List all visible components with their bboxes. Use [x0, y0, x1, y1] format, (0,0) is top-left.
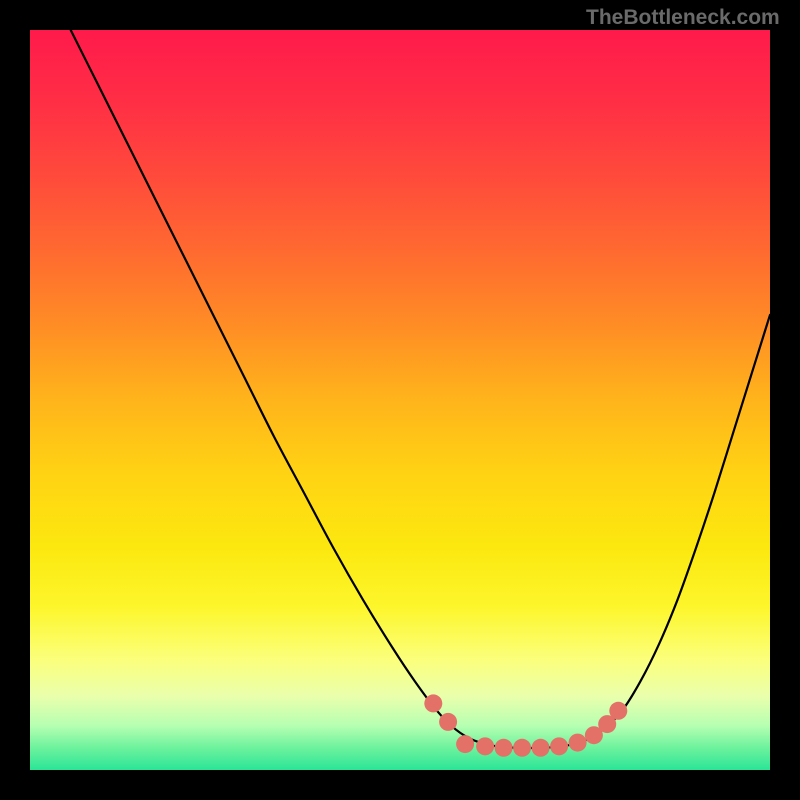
- marker-dot: [456, 735, 474, 753]
- marker-dot: [424, 694, 442, 712]
- watermark-text: TheBottleneck.com: [586, 6, 780, 30]
- marker-dot: [532, 739, 550, 757]
- chart-svg: [30, 30, 770, 770]
- marker-dot: [609, 702, 627, 720]
- marker-dot: [495, 739, 513, 757]
- marker-dot: [550, 737, 568, 755]
- marker-dot: [569, 734, 587, 752]
- marker-dot: [513, 739, 531, 757]
- chart-container: TheBottleneck.com: [0, 0, 800, 800]
- plot-area: [30, 30, 770, 770]
- marker-dot: [476, 737, 494, 755]
- marker-dot: [439, 713, 457, 731]
